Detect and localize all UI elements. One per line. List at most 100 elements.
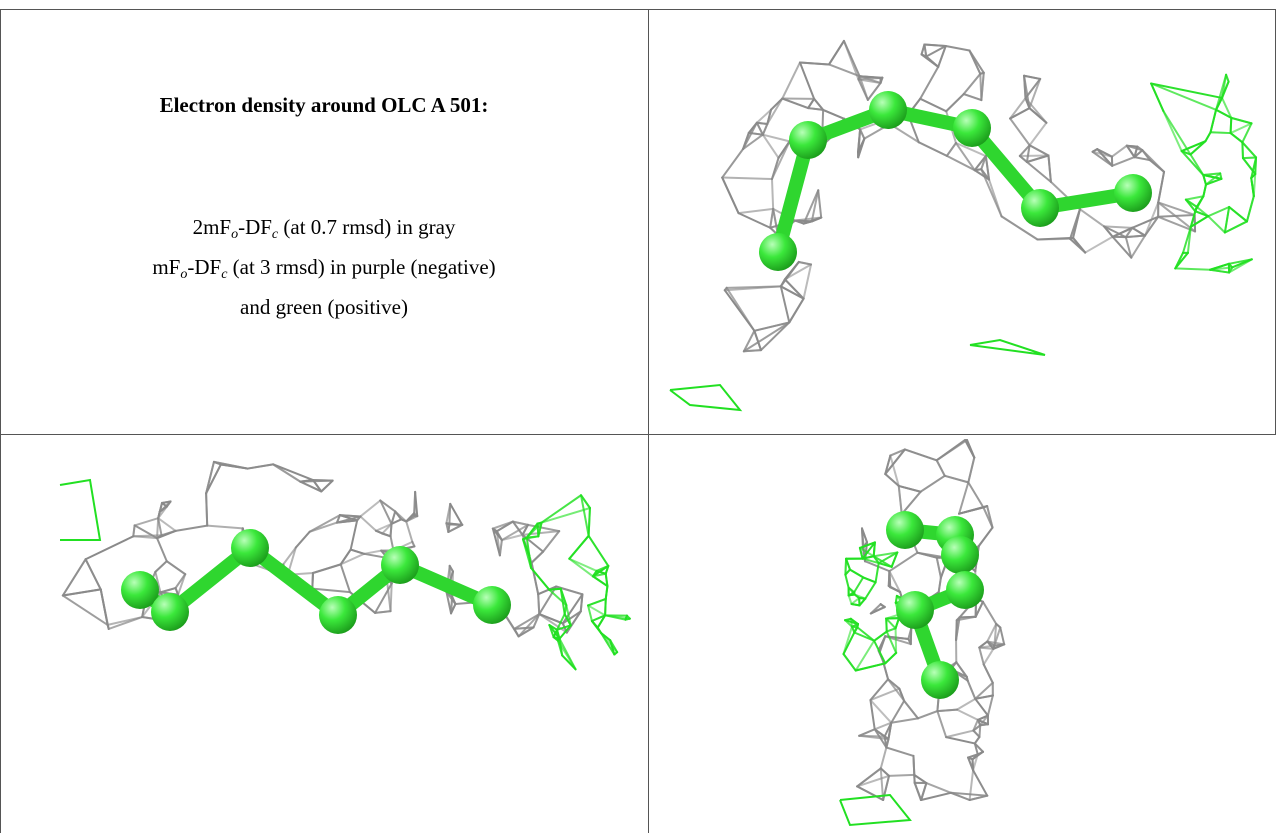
mesh-edge	[854, 577, 863, 592]
mesh-edge	[63, 559, 86, 595]
mesh-edge	[341, 564, 350, 592]
mesh-edge	[360, 500, 380, 516]
mesh-edge	[739, 213, 771, 228]
mesh-edge	[886, 619, 895, 629]
density-fragment	[670, 385, 740, 410]
mesh-edge	[1210, 270, 1229, 273]
mesh-edge	[920, 99, 946, 111]
ligand	[886, 511, 984, 699]
mesh-edge	[937, 440, 965, 460]
page: Electron density around OLC A 501: 2mFo-…	[0, 0, 1276, 833]
mesh-edge	[921, 783, 926, 800]
mesh-edge	[351, 520, 357, 549]
mesh-edge	[1131, 236, 1145, 258]
mesh-edge	[167, 561, 185, 574]
density-fragment	[970, 340, 1045, 355]
mesh-edge	[133, 535, 161, 536]
mesh-edge	[605, 599, 606, 615]
mesh-edge	[1132, 228, 1145, 236]
mesh-edge	[739, 209, 774, 213]
mesh-edge	[887, 628, 896, 631]
mesh-edge	[63, 589, 101, 595]
mesh-edge	[406, 521, 412, 541]
mesh-edge	[450, 504, 462, 525]
caption-text: 2mF	[193, 215, 232, 239]
mesh-edge	[296, 532, 310, 548]
mesh-edge	[531, 568, 549, 590]
mesh-edge	[968, 482, 983, 507]
mesh-edge	[1231, 133, 1243, 142]
mesh-edge	[921, 793, 951, 800]
mesh-edge	[1226, 75, 1228, 82]
mesh-edge	[542, 508, 590, 523]
caption-text: (at 3 rmsd) in purple (negative)	[227, 255, 495, 279]
mesh-edge	[1243, 157, 1256, 158]
mesh-edge	[968, 458, 974, 483]
mesh-edge	[891, 701, 904, 723]
mesh-edge	[969, 51, 980, 74]
mesh-edge	[979, 725, 980, 737]
mesh-edge	[772, 179, 773, 209]
mesh-edge	[946, 731, 973, 738]
mesh-edge	[101, 589, 108, 625]
mesh-edge	[926, 783, 951, 793]
mesh-edge	[1070, 209, 1080, 239]
mesh-edge	[957, 710, 978, 720]
mesh-edge	[382, 534, 390, 537]
mesh-edge	[1127, 146, 1137, 147]
atom	[941, 536, 979, 574]
mesh-edge	[1010, 118, 1029, 145]
atom	[1114, 174, 1152, 212]
caption-text: and green (positive)	[240, 295, 408, 319]
mesh-edge	[937, 460, 945, 476]
mesh-edge	[1080, 209, 1104, 226]
mesh-edge	[946, 94, 964, 111]
mesh-edge	[1190, 141, 1205, 154]
mesh-edge	[155, 561, 166, 572]
mesh-edge	[975, 737, 980, 744]
mesh-edge	[947, 143, 956, 156]
mesh-edge	[789, 299, 803, 323]
mesh-edge	[722, 149, 743, 178]
mesh-edge	[1126, 236, 1145, 238]
mesh-edge	[804, 264, 811, 298]
mesh-edge	[865, 582, 875, 598]
mesh-edge	[860, 599, 866, 606]
mesh-edge	[905, 449, 937, 460]
mesh-edge	[946, 737, 975, 743]
mesh-edge	[920, 67, 938, 99]
mesh-edge	[543, 531, 559, 551]
mesh-edge	[451, 597, 452, 614]
caption-line: mFo-DFc (at 3 rmsd) in purple (negative)	[0, 251, 648, 291]
mesh-edge	[857, 776, 889, 787]
mesh-edge	[849, 595, 852, 604]
mesh-edge	[1112, 146, 1127, 157]
mesh-edge	[601, 633, 617, 652]
mesh-edge	[902, 492, 921, 514]
mesh-edge	[763, 124, 767, 135]
mesh-edge	[1225, 207, 1229, 233]
mesh-edge	[863, 577, 875, 582]
mesh-edge	[881, 747, 887, 768]
mesh-edge	[939, 578, 941, 593]
mesh-edge	[538, 594, 539, 614]
mesh-edge	[904, 701, 918, 719]
mesh-edge	[919, 142, 947, 156]
mesh-edge	[206, 464, 221, 493]
mesh-edge	[1206, 132, 1211, 141]
mesh-edge	[606, 586, 608, 599]
mesh-edge	[799, 262, 811, 265]
mesh-edge	[981, 169, 1001, 216]
mesh-edge	[979, 528, 993, 547]
atom	[473, 586, 511, 624]
mesh-edge	[914, 775, 926, 783]
mesh-edge	[1025, 79, 1040, 98]
mesh-edge	[448, 525, 462, 532]
mesh-edge	[1048, 156, 1050, 182]
mesh-edge	[984, 649, 994, 665]
mesh-edge	[964, 94, 982, 100]
mesh-edge	[1203, 185, 1206, 197]
mesh-edge	[391, 524, 392, 536]
mesh-edge	[970, 796, 988, 800]
mesh-edge	[1030, 145, 1049, 155]
